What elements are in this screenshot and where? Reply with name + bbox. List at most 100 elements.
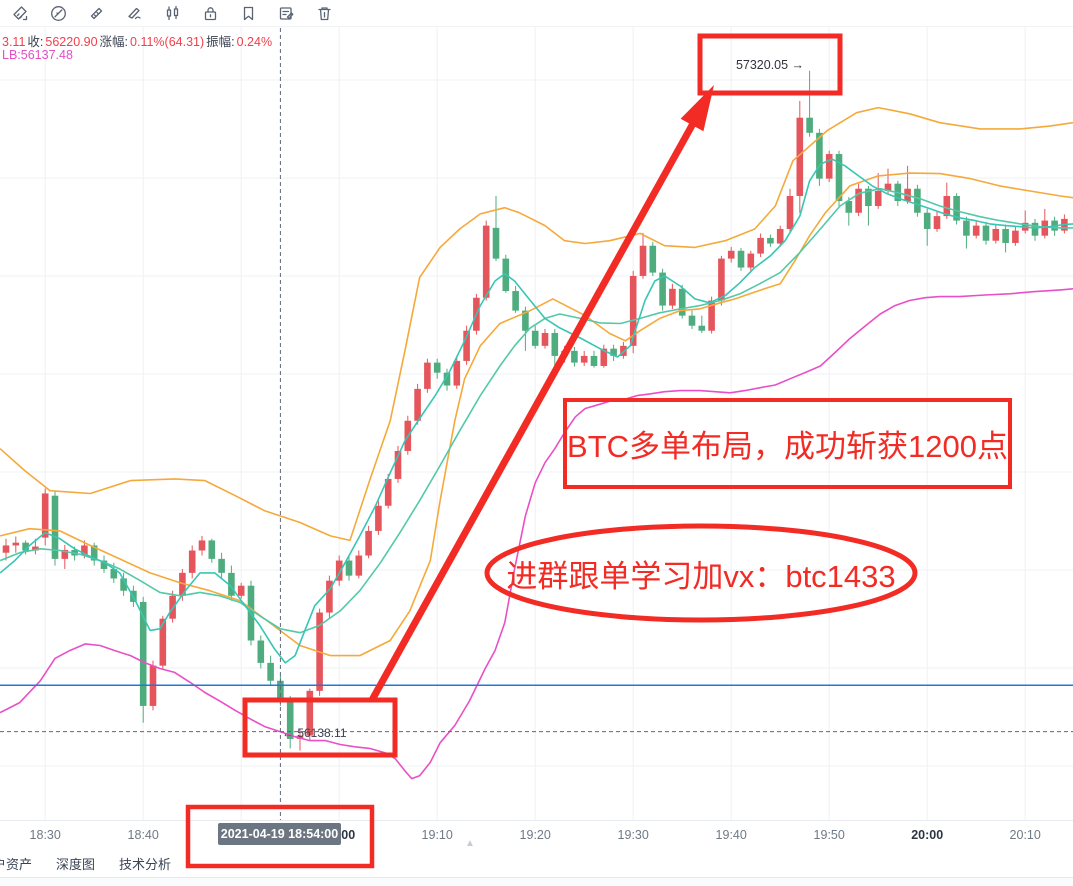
ohlc-info-segment: 0.11%(64.31): [130, 35, 205, 49]
ohlc-info-segment: 振幅:: [206, 35, 235, 49]
candle-body: [551, 332, 559, 356]
candle-body: [228, 572, 235, 596]
candle-body: [953, 195, 960, 221]
candle-body: [580, 355, 588, 363]
candle-body: [531, 330, 539, 346]
candle-body: [90, 545, 98, 561]
x-axis-label: 20:00: [911, 828, 944, 842]
candle-body: [698, 325, 706, 331]
note-edit-icon[interactable]: [277, 4, 296, 23]
candle-body: [963, 220, 970, 236]
candle-body: [51, 495, 59, 559]
candle-body: [110, 568, 118, 579]
candle-body: [649, 245, 657, 273]
measure-line-icon[interactable]: [11, 4, 30, 23]
overlay-boll-lower: [0, 288, 1073, 780]
lock-icon[interactable]: [201, 4, 220, 23]
candle-body: [179, 572, 186, 596]
candle-body: [335, 560, 343, 581]
candle-body: [737, 250, 745, 268]
ohlc-info-segment: 收:: [27, 35, 44, 49]
tab-3[interactable]: 技术分析: [119, 857, 172, 872]
candle-body: [845, 201, 853, 213]
candle-body: [159, 618, 167, 666]
candle-body: [512, 291, 519, 311]
candle-body: [786, 195, 794, 229]
candle-body: [933, 216, 941, 229]
candle-body: [41, 493, 49, 538]
candle-body: [482, 225, 490, 298]
x-axis-label: 19:30: [617, 828, 649, 842]
crosshair-time-tooltip: 2021-04-19 18:54:00: [218, 823, 341, 845]
candle-body: [12, 542, 20, 546]
candle-body: [590, 355, 598, 366]
x-axis-label: 20:10: [1009, 828, 1041, 842]
candlestick-icon[interactable]: [163, 4, 182, 23]
brush-icon[interactable]: [125, 4, 144, 23]
candle-body: [326, 580, 333, 613]
candle-body: [571, 350, 578, 363]
measure-circle-icon[interactable]: [49, 4, 68, 23]
x-axis-label: 19:10: [421, 828, 453, 842]
candle-body: [257, 640, 265, 663]
ohlc-info-segment: 涨幅:: [99, 35, 129, 49]
x-axis-label: 19:20: [519, 828, 551, 842]
ohlc-info-row: 3.11 收: 56220.90 涨幅: 0.11%(64.31) 振幅: 0.24%: [2, 31, 274, 50]
drawing-toolbar: [0, 0, 1073, 27]
candle-body: [218, 558, 225, 573]
candle-body: [923, 212, 931, 229]
x-axis-label: 19:50: [813, 828, 845, 842]
candle-body: [669, 288, 676, 306]
overlay-ma-fast: [0, 158, 1073, 664]
candle-body: [286, 700, 294, 739]
candle-body: [757, 237, 764, 254]
candle-body: [1012, 230, 1019, 243]
candle-body: [767, 237, 774, 244]
candle-body: [345, 560, 353, 576]
candle-body: [688, 315, 696, 326]
candle-body: [237, 585, 245, 596]
candle-body: [1031, 222, 1039, 236]
ohlc-info-segment: 3.11: [2, 35, 26, 49]
candle-body: [100, 560, 108, 569]
candle-body: [541, 332, 549, 346]
overlay-ma-slow: [0, 187, 1073, 634]
candle-body: [884, 183, 892, 191]
candle-body: [61, 549, 69, 559]
candle-body: [139, 601, 147, 706]
candle-body: [208, 540, 216, 559]
candle-body: [120, 578, 127, 591]
candle-body: [365, 530, 372, 556]
candle-body: [747, 253, 755, 268]
x-axis-label: 18:30: [29, 828, 61, 842]
candle-body: [188, 550, 196, 573]
axis-up-arrow-icon[interactable]: ▲: [465, 838, 475, 849]
candle-body: [806, 117, 813, 133]
candle-body: [855, 188, 862, 213]
overlay-boll-mid: [0, 172, 1073, 657]
trash-icon[interactable]: [315, 4, 334, 23]
candle-body: [914, 188, 921, 213]
candle-body: [198, 540, 206, 551]
candle-body: [453, 360, 461, 386]
candle-body: [561, 350, 568, 356]
candle-body: [825, 154, 833, 179]
time-axis[interactable]: 18:3018:4018:5019:0019:1019:2019:3019:40…: [0, 820, 1073, 851]
candle-body: [639, 245, 647, 276]
candle-body: [835, 154, 843, 202]
boll-lb-value: LB:56137.48: [2, 48, 73, 62]
bookmark-icon[interactable]: [239, 4, 258, 23]
candle-body: [874, 190, 882, 207]
candle-body: [492, 227, 500, 259]
candle-body: [1002, 228, 1009, 243]
ruler-icon[interactable]: [87, 4, 106, 23]
bottom-tab-bar: 户资产 深度图 技术分析: [0, 850, 1073, 878]
candle-body: [277, 680, 284, 701]
candle-body: [1041, 220, 1049, 236]
tab-2[interactable]: 深度图: [56, 857, 96, 872]
candle-body: [982, 225, 990, 241]
candle-body: [972, 225, 980, 236]
tab-1[interactable]: 户资产: [0, 857, 33, 872]
candle-body: [943, 195, 951, 217]
